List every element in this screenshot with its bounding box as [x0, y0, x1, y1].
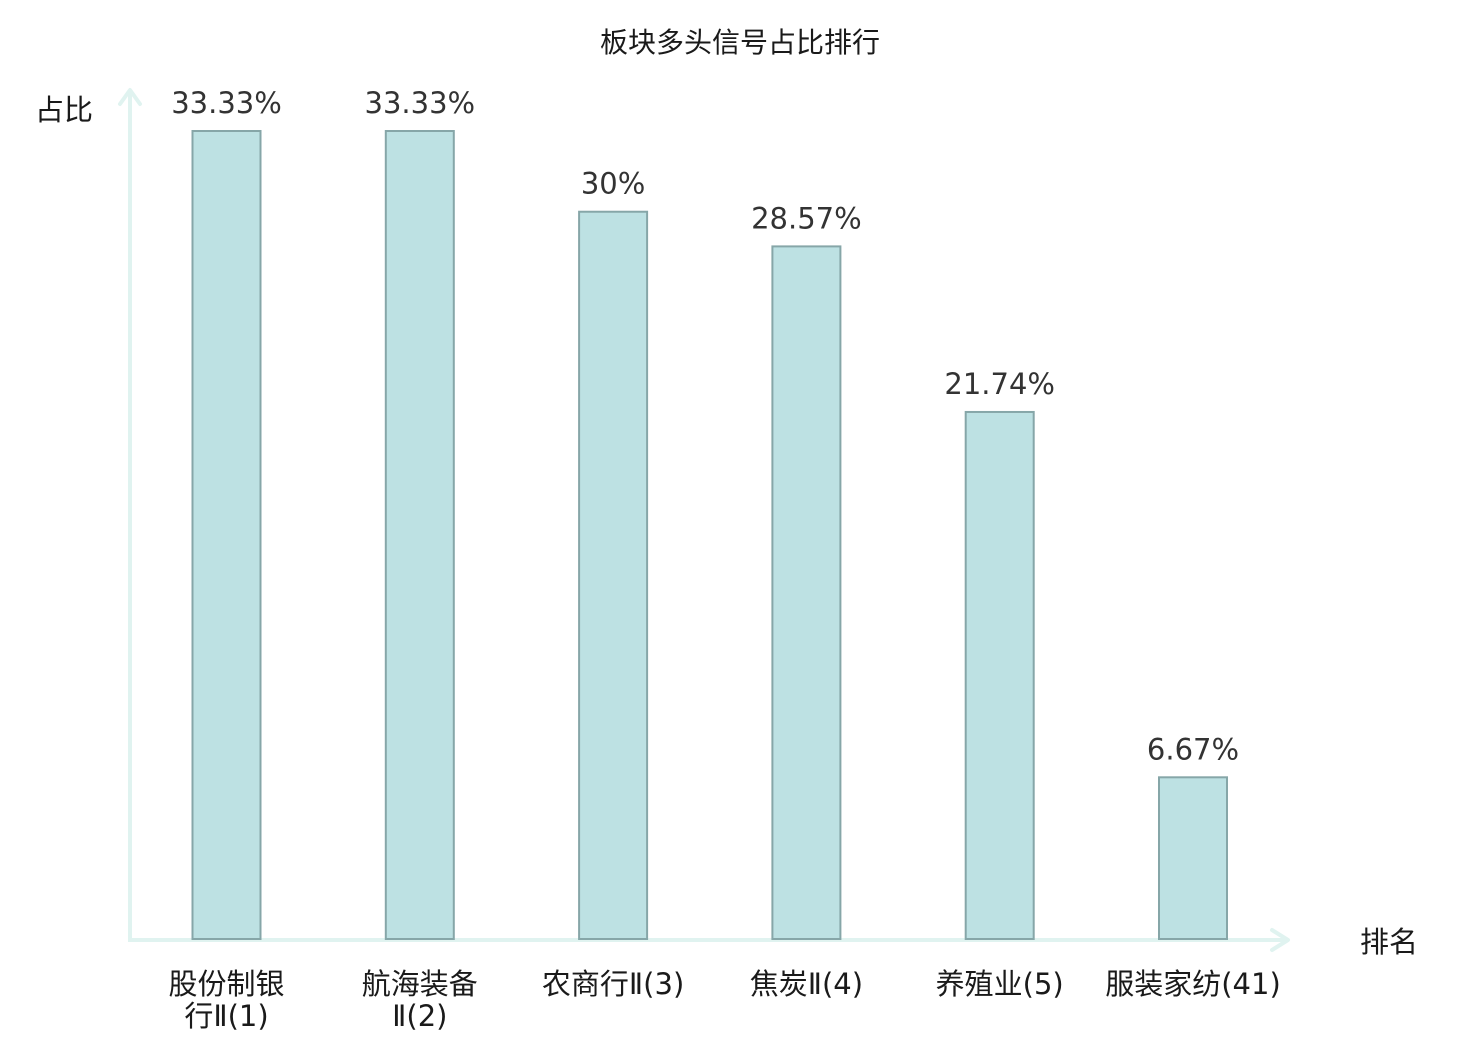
- bar-value-label: 30%: [581, 167, 645, 201]
- bar-value-label: 6.67%: [1147, 732, 1239, 766]
- category-label: 股份制银行Ⅱ(1): [168, 967, 284, 1033]
- bar: [771, 245, 842, 941]
- bar: [964, 410, 1035, 940]
- category-label: 农商行Ⅱ(3): [542, 967, 684, 1001]
- bar: [191, 130, 262, 940]
- category-labels-group: 股份制银行Ⅱ(1) 航海装备 Ⅱ(2) 农商行Ⅱ(3) 焦炭Ⅱ(4) 养殖业(5) 服装家纺…: [168, 967, 1280, 1033]
- category-label: 航海装备 Ⅱ(2): [362, 967, 478, 1033]
- bar: [1158, 776, 1228, 941]
- bar-value-label: 28.57%: [751, 201, 862, 235]
- bar: [384, 130, 455, 940]
- category-label: 服装家纺(41): [1105, 967, 1281, 1001]
- category-label: 养殖业(5): [936, 967, 1064, 1001]
- x-axis: [128, 928, 1290, 952]
- bar-value-label: 33.33%: [171, 86, 282, 120]
- category-label: 焦炭Ⅱ(4): [750, 967, 863, 1001]
- x-axis-label: 排名: [1360, 925, 1418, 959]
- y-axis-label: 占比: [35, 93, 93, 127]
- bars-group: [191, 130, 1228, 941]
- y-axis: [118, 88, 142, 940]
- value-labels-group: 33.33% 33.33% 30% 28.57% 21.74% 6.67%: [171, 86, 1239, 766]
- bar: [578, 210, 649, 940]
- bar-value-label: 21.74%: [944, 367, 1055, 401]
- chart-title: 板块多头信号占比排行: [600, 26, 880, 59]
- bar-value-label: 33.33%: [365, 86, 476, 120]
